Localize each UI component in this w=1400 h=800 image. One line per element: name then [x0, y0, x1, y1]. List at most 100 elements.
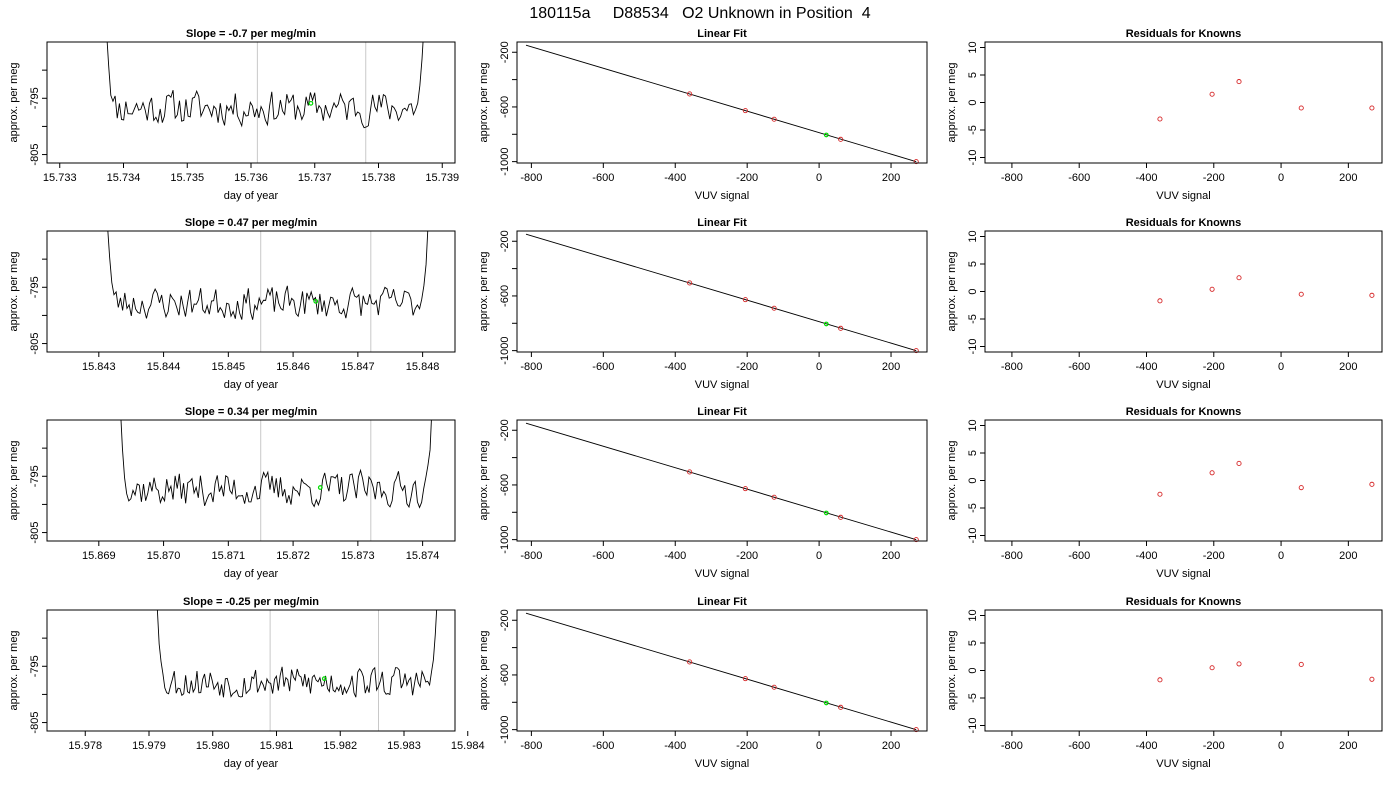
data-point [771, 116, 777, 122]
x-tick-label: 15.980 [196, 740, 230, 752]
x-tick-label: -200 [1203, 361, 1225, 373]
data-point [771, 305, 777, 311]
data-point [1209, 286, 1215, 292]
x-axis-label: VUV signal [1156, 568, 1210, 580]
data-point [838, 136, 844, 142]
x-tick-label: -600 [1068, 361, 1090, 373]
plot-frame [984, 419, 1383, 542]
x-tick-label: 15.844 [147, 361, 181, 373]
x-tick-label: -600 [1068, 172, 1090, 184]
panel-title: Residuals for Knowns [1126, 406, 1242, 418]
y-tick-label: 10 [967, 230, 979, 242]
x-tick-label: 15.843 [82, 361, 116, 373]
data-point [1298, 105, 1304, 111]
x-tick-label: 200 [882, 550, 900, 562]
x-tick-label: 15.737 [298, 172, 332, 184]
data-point [1369, 292, 1375, 298]
panel-title: Residuals for Knowns [1126, 596, 1242, 608]
y-tick-label: 5 [967, 72, 979, 78]
panel-title: Slope = -0.25 per meg/min [183, 596, 319, 608]
y-tick-label: 0 [967, 667, 979, 673]
panel-title: Linear Fit [697, 28, 747, 40]
y-axis-label: approx. per meg [946, 630, 958, 710]
x-tick-label: 200 [882, 740, 900, 752]
y-tick-label: 0 [967, 288, 979, 294]
x-tick-label: -400 [664, 740, 686, 752]
y-tick-label: -10 [967, 339, 979, 355]
data-point [1157, 116, 1163, 122]
x-tick-label: -800 [1001, 740, 1023, 752]
panel-r3-c0: Slope = -0.25 per meg/min 15.978 15.979 15.… [8, 596, 485, 770]
data-point [913, 159, 919, 165]
plot-frame [46, 230, 456, 353]
x-tick-label: 15.869 [82, 550, 116, 562]
panel-title: Slope = 0.47 per meg/min [185, 217, 318, 229]
data-point [1236, 79, 1242, 85]
x-tick-label: -800 [1001, 172, 1023, 184]
x-tick-label: 200 [1339, 361, 1357, 373]
y-axis-label: approx. per meg [478, 251, 490, 331]
y-tick-label: 10 [967, 419, 979, 431]
panel-r2-c0: Slope = 0.34 per meg/min 15.869 15.870 15.8… [8, 406, 456, 580]
x-tick-label: 200 [1339, 172, 1357, 184]
x-tick-label: -200 [1203, 740, 1225, 752]
data-point [742, 108, 748, 114]
panel-title: Residuals for Knowns [1126, 28, 1242, 40]
x-tick-label: -800 [1001, 550, 1023, 562]
x-tick-label: -200 [736, 550, 758, 562]
data-point [687, 280, 693, 286]
data-point [771, 684, 777, 690]
x-tick-label: 200 [882, 172, 900, 184]
x-axis-label: VUV signal [695, 758, 749, 770]
x-tick-label: 15.845 [212, 361, 246, 373]
x-tick-label: 15.736 [234, 172, 268, 184]
unknown-marker [823, 510, 829, 516]
x-tick-label: 0 [816, 172, 822, 184]
y-tick-label: 5 [967, 261, 979, 267]
plot-frame [984, 41, 1383, 164]
x-tick-label: -200 [1203, 550, 1225, 562]
x-tick-label: 15.874 [406, 550, 440, 562]
x-tick-label: 15.873 [341, 550, 375, 562]
fit-line [525, 233, 917, 352]
plot-frame [516, 419, 928, 542]
y-tick-label: -600 [499, 285, 511, 307]
y-tick-label: -200 [499, 419, 511, 441]
data-point [742, 486, 748, 492]
x-axis-label: VUV signal [695, 190, 749, 202]
x-tick-label: 15.739 [425, 172, 459, 184]
y-tick-label: -10 [967, 528, 979, 544]
y-tick-label: -200 [499, 230, 511, 252]
data-point [687, 659, 693, 665]
x-tick-label: 200 [882, 361, 900, 373]
y-tick-label: 5 [967, 450, 979, 456]
data-point [1157, 677, 1163, 683]
x-tick-label: -600 [592, 550, 614, 562]
y-tick-label: -600 [499, 96, 511, 118]
y-tick-label: -795 [29, 465, 41, 487]
data-point [1209, 91, 1215, 97]
data-point [1236, 661, 1242, 667]
x-tick-label: 200 [1339, 740, 1357, 752]
x-axis-label: VUV signal [1156, 758, 1210, 770]
data-point [1236, 460, 1242, 467]
data-point [913, 727, 919, 733]
data-point [913, 348, 919, 354]
x-tick-label: 0 [816, 740, 822, 752]
y-tick-label: -5 [967, 503, 979, 513]
y-tick-label: -1000 [499, 716, 511, 744]
x-tick-label: 0 [1278, 172, 1284, 184]
x-tick-label: 15.870 [147, 550, 181, 562]
x-axis-label: day of year [224, 568, 279, 580]
x-axis-label: VUV signal [695, 379, 749, 391]
x-axis-label: day of year [224, 758, 279, 770]
plot-frame [984, 230, 1383, 353]
data-point [838, 514, 844, 520]
panel-r1-c1: Linear Fit -800 -600 -400 -200 0 200 -200 -600 -1… [478, 217, 928, 391]
panel-r1-c0: Slope = 0.47 per meg/min 15.843 15.844 15.8… [8, 217, 456, 391]
data-point [1298, 291, 1304, 297]
y-axis-label: approx. per meg [946, 62, 958, 142]
x-axis-label: VUV signal [1156, 190, 1210, 202]
y-tick-label: 10 [967, 41, 979, 53]
